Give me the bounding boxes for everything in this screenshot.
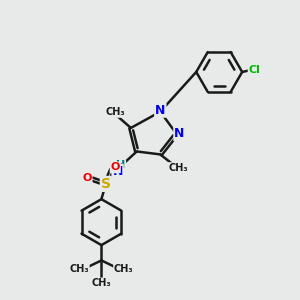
Text: N: N <box>174 127 184 140</box>
Text: O: O <box>111 162 120 172</box>
Text: CH₃: CH₃ <box>105 107 125 117</box>
Text: Cl: Cl <box>249 65 260 76</box>
Text: O: O <box>82 173 92 183</box>
Text: H: H <box>116 160 125 170</box>
Text: CH₃: CH₃ <box>114 264 134 274</box>
Text: S: S <box>101 177 111 191</box>
Text: CH₃: CH₃ <box>168 163 188 173</box>
Text: CH₃: CH₃ <box>69 264 89 274</box>
Text: N: N <box>155 104 166 117</box>
Text: CH₃: CH₃ <box>92 278 111 288</box>
Text: N: N <box>112 165 123 178</box>
